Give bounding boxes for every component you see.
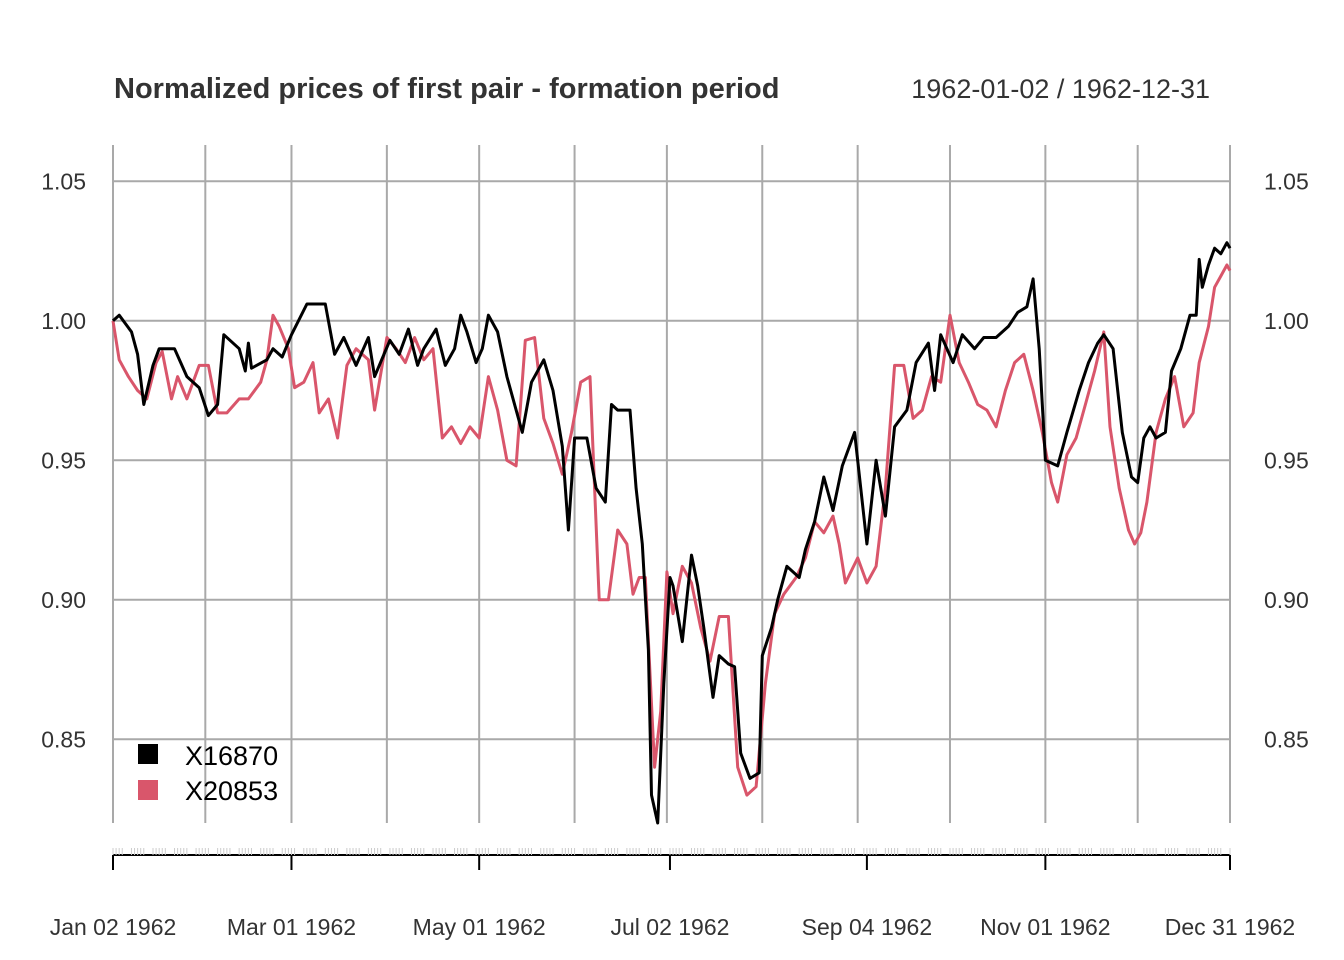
y-tick-label-right: 1.00 [1264,308,1309,334]
date-range-label: 1962-01-02 / 1962-12-31 [911,74,1210,104]
x-tick-label: Sep 04 1962 [802,914,932,940]
y-tick-label-left: 0.85 [41,726,86,752]
y-tick-label-right: 1.05 [1264,168,1309,194]
y-tick-label-right: 0.90 [1264,587,1309,613]
legend-swatch-x20853 [138,780,158,800]
x-tick-label: May 01 1962 [413,914,546,940]
legend-swatch-x16870 [138,744,158,764]
grid [112,145,1231,823]
series-group [111,241,1232,825]
legend-label-x20853: X20853 [185,776,278,806]
legend-label-x16870: X16870 [185,741,278,771]
legend: X16870 X20853 [138,741,278,806]
y-tick-label-left: 1.00 [41,308,86,334]
series-line-x20853 [111,263,1232,797]
y-tick-label-left: 1.05 [41,168,86,194]
y-tick-label-right: 0.95 [1264,447,1309,473]
chart-title: Normalized prices of first pair - format… [114,73,780,105]
x-axis: Jan 02 1962 Mar 01 1962 May 01 1962 Jul 02 … [50,848,1295,940]
y-axis-left: 0.85 0.90 0.95 1.00 1.05 [41,168,86,752]
x-tick-label: Jan 02 1962 [50,914,177,940]
x-tick-label: Nov 01 1962 [980,914,1110,940]
y-tick-label-right: 0.85 [1264,726,1309,752]
x-tick-label: Jul 02 1962 [610,914,729,940]
y-tick-label-left: 0.90 [41,587,86,613]
series-line-x16870 [111,241,1232,825]
y-axis-right: 0.85 0.90 0.95 1.00 1.05 [1264,168,1309,752]
x-tick-label: Mar 01 1962 [227,914,356,940]
y-tick-label-left: 0.95 [41,447,86,473]
x-tick-label: Dec 31 1962 [1165,914,1295,940]
